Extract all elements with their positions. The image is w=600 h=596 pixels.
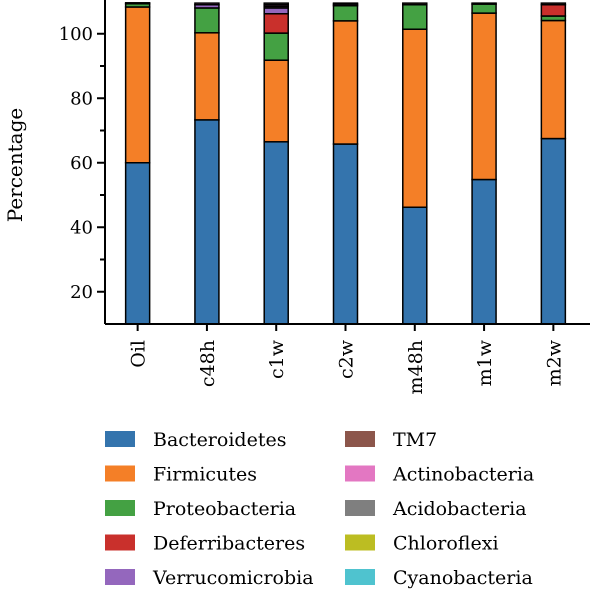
y-tick-label: 80 (70, 88, 93, 109)
bar-segment-proteobacteria (332, 4, 359, 22)
legend-swatch-tm7 (345, 431, 375, 447)
x-category-label: m2w (543, 339, 565, 386)
x-categories-group: Oil c48h c1w c2w m48h m1w m2w (128, 324, 565, 394)
bar-segment-bacteroidetes (332, 143, 359, 325)
legend-label: Verrucomicrobia (152, 567, 314, 589)
bar-segment-tm7 (402, 2, 428, 6)
y-tick-label: 60 (70, 153, 93, 174)
x-category-label: m48h (405, 340, 427, 394)
bar-segment-tm7 (471, 2, 497, 5)
y-ticks-group: 20 40 60 80 100 (59, 24, 105, 303)
legend-swatch-deferribacteres (105, 534, 135, 551)
legend-label: Chloroflexi (393, 533, 499, 555)
bar-segment-proteobacteria (194, 7, 220, 34)
legend-swatch-firmicutes (105, 465, 135, 482)
legend-label: Actinobacteria (392, 464, 534, 486)
bar-segment-bacteroidetes (194, 119, 220, 325)
legend-swatch-verrucomicrobia (105, 569, 135, 585)
x-category-label: c2w (336, 339, 358, 379)
x-category-label: m1w (474, 339, 496, 386)
bars-group (124, 2, 567, 325)
bar-segment-firmicutes (402, 28, 428, 209)
y-axis-label: Percentage (3, 108, 27, 222)
bar-segment-verrucomicrobia (263, 7, 289, 15)
bar-segment-bacteroidetes (540, 137, 567, 325)
bar-segment-firmicutes (124, 6, 151, 164)
legend-swatch-bacteroidetes (105, 431, 135, 447)
x-category-label: c1w (266, 339, 288, 379)
bar-segment-chloroflexi (124, 2, 151, 5)
bar-segment-actinobacteria (194, 2, 220, 6)
legend-label: Deferribacteres (153, 533, 305, 555)
bar-segment-proteobacteria (263, 32, 289, 61)
bar-segment-firmicutes (540, 19, 567, 140)
bar-segment-bacteroidetes (471, 178, 497, 325)
bar-segment-firmicutes (263, 59, 289, 143)
y-tick-label: 100 (59, 24, 93, 45)
bar-segment-proteobacteria (471, 3, 497, 14)
legend-swatch-proteobacteria (105, 500, 135, 516)
legend-swatch-chloroflexi (345, 534, 375, 551)
legend-label: Bacteroidetes (153, 429, 286, 451)
legend-label: Cyanobacteria (393, 567, 533, 589)
x-category-label: c48h (197, 340, 219, 387)
legend-label: Proteobacteria (153, 498, 296, 520)
bar-segment-deferribacteres (263, 13, 289, 34)
x-category-label: Oil (128, 340, 150, 368)
legend-label: TM7 (393, 429, 437, 451)
legend-swatch-actinobacteria (345, 465, 375, 482)
bar-segment-firmicutes (194, 32, 220, 121)
bar-segment-bacteroidetes (263, 141, 289, 325)
legend-label: Acidobacteria (392, 498, 527, 520)
legend-swatch-acidobacteria (345, 500, 375, 516)
bar-segment-tm7 (332, 2, 359, 5)
legend-swatch-cyanobacteria (345, 569, 375, 585)
y-tick-label: 40 (70, 217, 93, 238)
bar-segment-firmicutes (471, 12, 497, 181)
bar-segment-bacteroidetes (124, 162, 151, 325)
bar-segment-deferribacteres (540, 3, 567, 17)
legend-label: Firmicutes (153, 464, 257, 486)
bar-segment-proteobacteria (402, 3, 428, 30)
legend: Bacteroidetes Firmicutes Proteobacteria Def… (105, 429, 534, 589)
bar-segment-bacteroidetes (402, 206, 428, 325)
bar-segment-acidobacteria (263, 2, 289, 6)
bar-segment-firmicutes (332, 20, 359, 145)
y-tick-label: 20 (70, 282, 93, 303)
bar-segment-tm7 (540, 2, 567, 6)
